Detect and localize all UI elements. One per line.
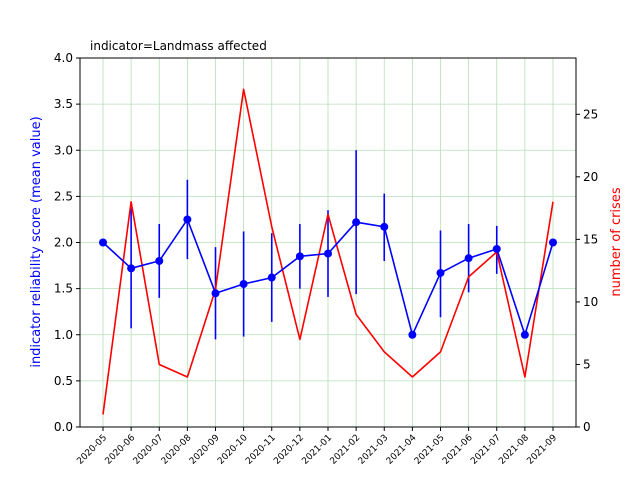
data-point (352, 218, 361, 227)
right-tick-label: 15 (583, 232, 598, 246)
right-tick-label: 25 (583, 107, 598, 121)
data-point (436, 268, 445, 277)
x-axis: 2020-052020-062020-072020-082020-092020-… (75, 427, 559, 467)
x-tick-label: 2021-03 (357, 433, 391, 467)
chart-title: indicator=Landmass affected (90, 39, 267, 53)
series-reliability (99, 215, 557, 339)
data-point (295, 252, 304, 261)
x-tick-label: 2021-07 (469, 433, 503, 467)
x-tick-label: 2021-01 (300, 433, 334, 467)
data-point (155, 256, 164, 265)
x-tick-label: 2020-05 (75, 433, 109, 467)
left-tick-label: 4.0 (54, 51, 73, 65)
series-crises (102, 88, 554, 415)
x-tick-label: 2021-02 (329, 433, 363, 467)
crises-line (102, 88, 554, 415)
right-tick-label: 20 (583, 170, 598, 184)
x-tick-label: 2020-07 (132, 433, 166, 467)
left-tick-label: 3.5 (54, 97, 73, 111)
left-tick-label: 2.0 (54, 236, 73, 250)
x-tick-label: 2021-09 (525, 433, 559, 467)
right-tick-label: 0 (583, 420, 591, 434)
left-axis: 0.0 0.5 1.0 1.5 2.0 2.5 3.0 3.5 4.0 (54, 51, 80, 434)
data-point (99, 238, 107, 247)
data-point (492, 244, 501, 253)
data-point (464, 254, 473, 263)
left-tick-label: 1.0 (54, 328, 73, 342)
x-tick-label: 2021-05 (413, 433, 447, 467)
x-tick-label: 2020-11 (244, 433, 278, 467)
left-tick-label: 2.5 (54, 189, 73, 203)
left-axis-label: indicator reliability score (mean value) (29, 116, 44, 367)
data-point (183, 215, 192, 224)
right-axis-label: number of crises (609, 187, 624, 296)
left-tick-label: 3.0 (54, 143, 73, 157)
right-axis: 0 5 10 15 20 25 (576, 107, 598, 434)
data-point (520, 330, 529, 339)
data-point (408, 330, 417, 339)
data-point (324, 249, 332, 258)
data-point (211, 289, 220, 298)
right-tick-label: 10 (583, 295, 598, 309)
x-tick-label: 2020-12 (272, 433, 306, 467)
data-point (380, 222, 389, 231)
right-tick-label: 5 (583, 357, 591, 371)
left-tick-label: 0.5 (54, 374, 73, 388)
left-tick-label: 1.5 (54, 282, 73, 296)
data-point (127, 264, 136, 273)
left-tick-label: 0.0 (54, 420, 73, 434)
data-point (549, 238, 557, 247)
data-point (267, 273, 276, 282)
data-point (239, 280, 248, 289)
